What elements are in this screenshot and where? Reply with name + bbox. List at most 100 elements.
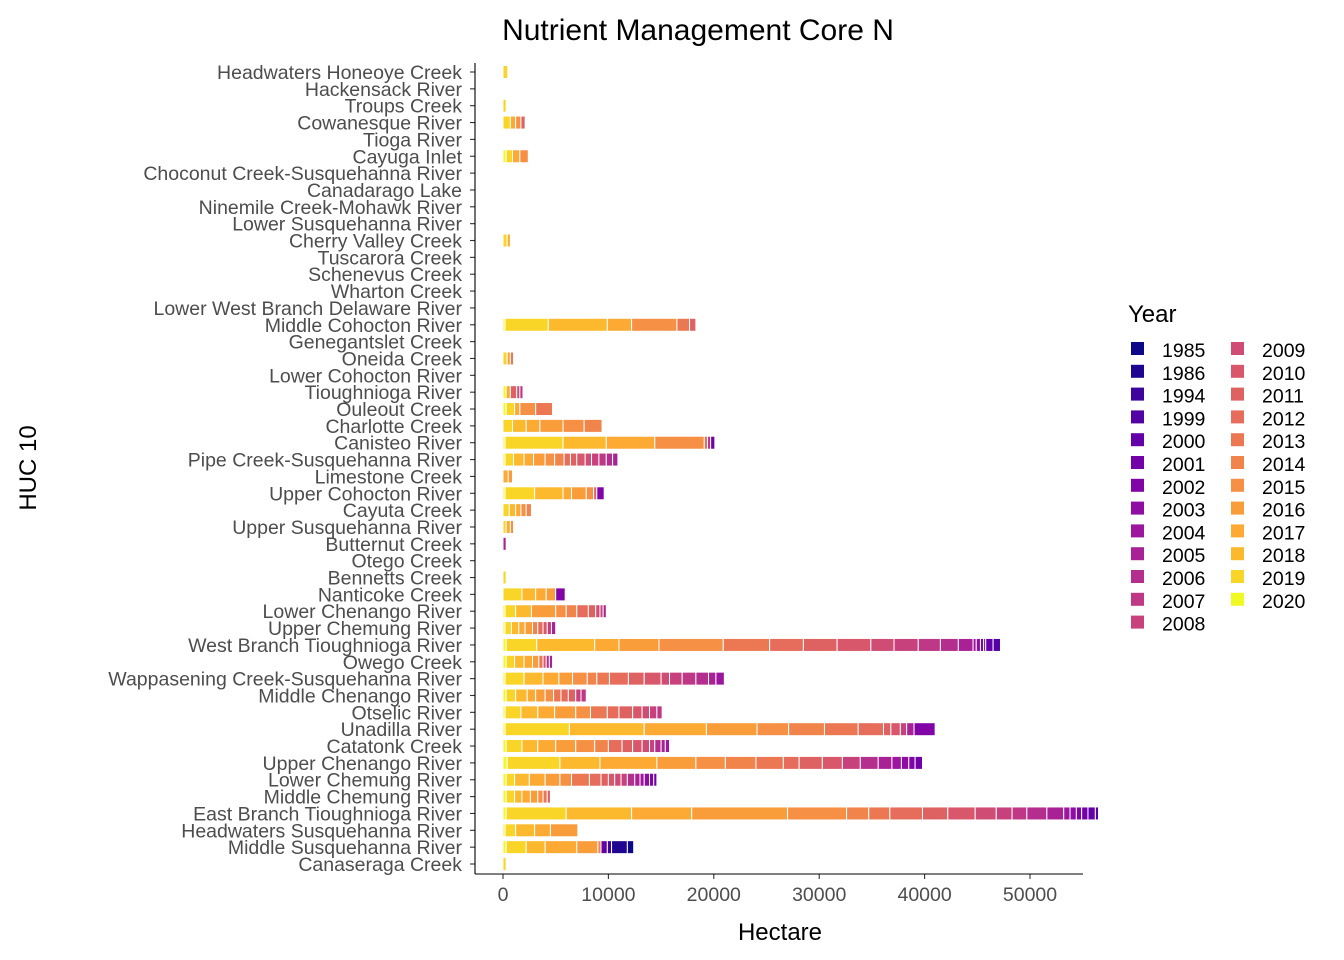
bar-segment-middle-chenango-river-2018 xyxy=(515,688,528,703)
legend-label-2013: 2013 xyxy=(1262,431,1305,453)
bar-segment-middle-chemung-river-2017 xyxy=(521,789,531,804)
bar-segment-east-branch-tioughnioga-river-2011 xyxy=(921,806,949,821)
bar-segment-upper-chemung-river-2018 xyxy=(510,621,520,636)
bar-segment-unadilla-river-2012 xyxy=(857,722,885,737)
bar-segment-upper-chenango-river-2018 xyxy=(559,755,601,770)
legend-label-2001: 2001 xyxy=(1162,454,1205,476)
bar-segment-cherry-valley-creek-2019 xyxy=(502,233,508,248)
bar-segment-east-branch-tioughnioga-river-2005 xyxy=(1046,806,1065,821)
legend-key-2012 xyxy=(1231,410,1244,424)
bar-segment-catatonk-creek-2017 xyxy=(537,739,557,754)
bar-segment-unadilla-river-2019 xyxy=(504,722,570,737)
bar-segment-upper-chemung-river-2017 xyxy=(518,621,526,636)
legend-label-2007: 2007 xyxy=(1162,591,1205,613)
bar-segment-lower-chenango-river-2018 xyxy=(515,604,532,619)
bar-segment-catatonk-creek-2006 xyxy=(654,739,662,754)
bar-segment-unadilla-river-2015 xyxy=(756,722,790,737)
y-tick-label-tioga-river: Tioga River xyxy=(363,129,462,151)
y-tick-label-canaseraga-creek: Canaseraga Creek xyxy=(298,854,462,876)
y-tick-label-catatonk-creek: Catatonk Creek xyxy=(327,736,463,758)
bar-segment-otselic-river-2015 xyxy=(575,705,591,720)
bar-segment-east-branch-tioughnioga-river-2006 xyxy=(1026,806,1048,821)
bar-segment-wappasening-creek-susquehanna-river-2018 xyxy=(523,671,544,686)
bar-segment-east-branch-tioughnioga-river-2012 xyxy=(889,806,923,821)
bar-segment-west-branch-tioughnioga-river-2005 xyxy=(957,637,974,652)
bar-segment-east-branch-tioughnioga-river-2002 xyxy=(1075,806,1083,821)
legend-key-1985 xyxy=(1131,342,1144,355)
legend-key-1994 xyxy=(1131,387,1144,401)
bar-segment-nanticoke-creek-2018 xyxy=(521,587,537,602)
bar-segment-unadilla-river-2008 xyxy=(899,722,908,737)
bar-segment-headwaters-susquehanna-river-2018 xyxy=(515,823,536,838)
bar-segment-east-branch-tioughnioga-river-2004 xyxy=(1063,806,1071,821)
bar-segment-pipe-creek-susquehanna-river-2008 xyxy=(591,452,600,467)
bar-segment-middle-cohocton-river-2015 xyxy=(631,317,678,332)
bar-segment-lower-chemung-river-2008 xyxy=(620,772,628,787)
legend-key-2016 xyxy=(1231,501,1244,515)
bar-segment-tioughnioga-river-2007 xyxy=(519,385,524,400)
legend-label-2010: 2010 xyxy=(1262,363,1306,385)
bar-segment-east-branch-tioughnioga-river-2015 xyxy=(787,806,848,821)
bar-segment-east-branch-tioughnioga-river-2007 xyxy=(1011,806,1028,821)
y-axis-label: HUC 10 xyxy=(15,425,42,510)
legend-key-2006 xyxy=(1131,570,1144,583)
legend-key-2015 xyxy=(1231,478,1244,492)
bar-segment-middle-cohocton-river-2011 xyxy=(689,317,697,332)
bar-segment-canaseraga-creek-2019 xyxy=(502,857,507,871)
bar-segment-ouleout-creek-2015 xyxy=(519,402,537,417)
x-tick-label-30000: 30000 xyxy=(792,884,846,906)
bar-segment-middle-chemung-river-2018 xyxy=(514,789,523,804)
y-tick-label-otego-creek: Otego Creek xyxy=(351,551,462,573)
bar-segment-nanticoke-creek-2016 xyxy=(545,587,557,602)
bar-segment-east-branch-tioughnioga-river-2014 xyxy=(846,806,870,821)
y-tick-label-butternut-creek: Butternut Creek xyxy=(325,534,462,556)
bar-segment-cayuga-inlet-2015 xyxy=(519,149,529,164)
x-tick-label-0: 0 xyxy=(498,884,509,906)
bar-segment-east-branch-tioughnioga-river-2001 xyxy=(1081,806,1089,821)
bar-segment-middle-cohocton-river-2018 xyxy=(547,317,608,332)
legend-key-2002 xyxy=(1131,478,1144,492)
chart-title: Nutrient Management Core N xyxy=(502,14,894,47)
y-tick-label-choconut-creek-susquehanna-river: Choconut Creek-Susquehanna River xyxy=(143,163,462,185)
legend-label-2004: 2004 xyxy=(1162,522,1206,544)
bar-segment-lower-chemung-river-2018 xyxy=(514,772,530,787)
y-tick-label-genegantslet-creek: Genegantslet Creek xyxy=(289,332,463,354)
bar-segment-catatonk-creek-2015 xyxy=(575,739,596,754)
bar-segment-upper-chenango-river-2020 xyxy=(502,755,508,770)
bar-segment-owego-creek-2016 xyxy=(532,654,540,669)
bar-segment-middle-susquehanna-river-2000 xyxy=(600,840,608,855)
bar-segment-west-branch-tioughnioga-river-2018 xyxy=(536,637,596,652)
bar-segment-nanticoke-creek-2002 xyxy=(555,587,566,602)
legend-key-2019 xyxy=(1231,570,1244,583)
legend-label-2005: 2005 xyxy=(1162,545,1206,567)
legend-label-1985: 1985 xyxy=(1162,340,1206,362)
bar-segment-headwaters-susquehanna-river-2017 xyxy=(534,823,551,838)
bar-segment-lower-chemung-river-2016 xyxy=(544,772,561,787)
x-tick-label-50000: 50000 xyxy=(1003,884,1057,906)
legend-key-2011 xyxy=(1231,387,1244,401)
bar-segment-unadilla-river-2017 xyxy=(643,722,707,737)
bar-segment-cayuta-creek-2015 xyxy=(520,503,527,518)
bar-segment-lower-chenango-river-2005 xyxy=(602,604,607,619)
y-tick-label-unadilla-river: Unadilla River xyxy=(341,719,463,741)
bar-segment-upper-cohocton-river-2018 xyxy=(534,486,564,501)
legend-key-2014 xyxy=(1231,456,1244,469)
bar-segment-oneida-creek-2013 xyxy=(509,351,515,366)
bar-segment-otselic-river-2019 xyxy=(504,705,522,720)
bar-segment-pipe-creek-susquehanna-river-2010 xyxy=(576,452,586,467)
bar-segment-lower-chenango-river-2011 xyxy=(587,604,597,619)
bar-segment-unadilla-river-2014 xyxy=(788,722,825,737)
legend-label-2006: 2006 xyxy=(1162,568,1205,590)
legend-label-2014: 2014 xyxy=(1262,454,1306,476)
legend-key-2013 xyxy=(1231,433,1244,447)
bar-segment-oneida-creek-2019 xyxy=(502,351,508,366)
bar-segment-west-branch-tioughnioga-river-2009 xyxy=(870,637,895,652)
legend-key-2003 xyxy=(1131,501,1144,515)
bar-segment-east-branch-tioughnioga-river-1999 xyxy=(1094,806,1100,821)
bar-segment-lower-chemung-river-2013 xyxy=(571,772,590,787)
bar-segment-east-branch-tioughnioga-river-2019 xyxy=(505,806,567,821)
bar-segment-lower-chenango-river-2015 xyxy=(555,604,567,619)
bar-segment-lower-chemung-river-2012 xyxy=(588,772,602,787)
bar-segment-cowanesque-river-2017 xyxy=(509,115,517,130)
